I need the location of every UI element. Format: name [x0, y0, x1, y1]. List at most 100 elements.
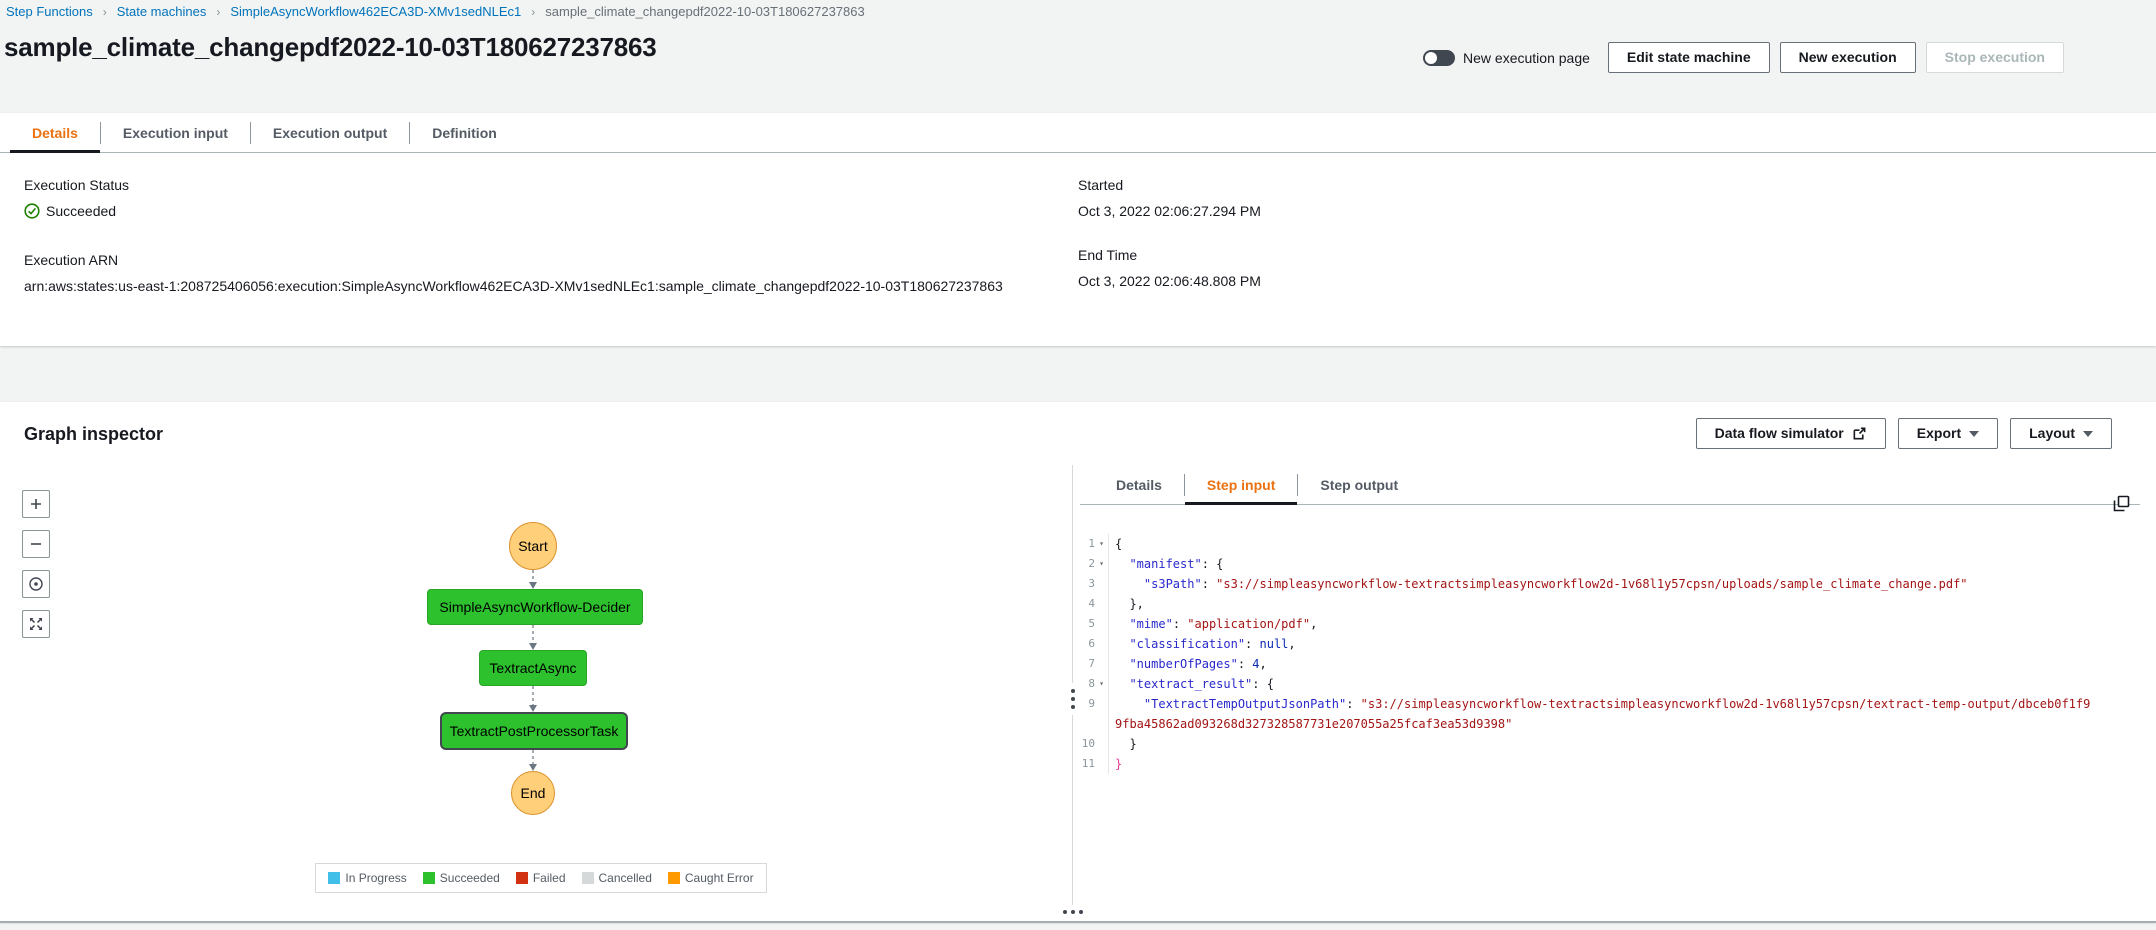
- execution-tabbar: Details Execution input Execution output De…: [0, 113, 2156, 153]
- panel-resize-handle[interactable]: [1066, 683, 1080, 715]
- external-link-icon: [1853, 427, 1866, 440]
- zoom-out-button[interactable]: [22, 530, 50, 558]
- execution-tab-definition[interactable]: Definition: [432, 124, 497, 141]
- line-number: 4: [1088, 597, 1095, 610]
- data-flow-simulator-button[interactable]: Data flow simulator: [1695, 418, 1886, 449]
- code-line: 9 "TextractTempOutputJsonPath": "s3://si…: [1080, 694, 2156, 734]
- execution-tab-details[interactable]: Details: [10, 113, 100, 153]
- zoom-in-button[interactable]: [22, 490, 50, 518]
- end-time-value: Oct 3, 2022 02:06:48.808 PM: [1078, 273, 1261, 289]
- fold-toggle-icon[interactable]: ▾: [1099, 559, 1104, 568]
- code-text: "s3Path": "s3://simpleasyncworkflow-text…: [1143, 577, 1968, 591]
- line-number: 2: [1088, 557, 1095, 570]
- json-code: 1 ▾ {2 ▾ "manifest": { 3 "s3Path": "s3://sim…: [1080, 534, 2156, 774]
- breadcrumb-item-step-functions[interactable]: Step Functions: [6, 4, 93, 19]
- code-line: 5 "mime": "application/pdf",: [1080, 614, 2156, 634]
- code-line: 11}: [1080, 754, 2156, 774]
- tab-separator: [1183, 473, 1185, 496]
- export-button[interactable]: Export: [1897, 418, 1999, 449]
- code-text: "mime": "application/pdf",: [1129, 617, 1318, 631]
- center-graph-button[interactable]: [22, 570, 50, 598]
- graph-inspector-buttons: Data flow simulator Export Layout: [1695, 418, 2112, 449]
- started-label: Started: [1078, 177, 1124, 193]
- code-line: 7 "numberOfPages": 4,: [1080, 654, 2156, 674]
- legend-swatch: [422, 872, 435, 884]
- step-tabbar: Details Step input Step output: [1080, 465, 2140, 505]
- line-number: 7: [1088, 657, 1095, 670]
- code-text: "TextractTempOutputJsonPath": "s3://simp…: [1115, 697, 2091, 731]
- code-text: }: [1115, 737, 1137, 751]
- code-text: {: [1115, 537, 1123, 551]
- breadcrumb: Step Functions › State machines › SimpleAsyn…: [6, 4, 865, 19]
- line-number: 8: [1088, 677, 1095, 690]
- fold-toggle-icon[interactable]: ▾: [1099, 679, 1104, 688]
- execution-details-card: Details Execution input Execution output De…: [0, 113, 2156, 346]
- fold-toggle-icon[interactable]: ▾: [1099, 539, 1104, 548]
- workflow-node-simpleasyncworkflow-decider[interactable]: SimpleAsyncWorkflow-Decider: [427, 589, 643, 625]
- execution-tab-execution-output[interactable]: Execution output: [272, 124, 388, 141]
- code-line: 6 "classification": null,: [1080, 634, 2156, 654]
- breadcrumb-separator-icon: ›: [102, 4, 107, 19]
- workflow-arrows: [529, 570, 537, 771]
- line-number: 5: [1088, 617, 1095, 630]
- stop-execution-button: Stop execution: [1925, 42, 2064, 73]
- new-execution-button[interactable]: New execution: [1779, 42, 1916, 73]
- execution-tab-execution-input[interactable]: Execution input: [122, 124, 228, 141]
- graph-inspector-card: Graph inspector Data flow simulator Expo…: [0, 402, 2156, 922]
- breadcrumb-item-state-machines[interactable]: State machines: [116, 4, 207, 19]
- workflow-node-start[interactable]: Start: [509, 522, 557, 570]
- tab-separator: [409, 121, 411, 144]
- header-actions: New execution page Edit state machine Ne…: [1423, 42, 2064, 73]
- started-value: Oct 3, 2022 02:06:27.294 PM: [1078, 203, 1261, 219]
- workflow-node-end[interactable]: End: [511, 771, 555, 815]
- step-input-code-viewer[interactable]: 1 ▾ {2 ▾ "manifest": { 3 "s3Path": "s3://sim…: [1080, 506, 2156, 905]
- code-line: 10 }: [1080, 734, 2156, 754]
- code-text: "classification": null,: [1129, 637, 1296, 651]
- line-number: 3: [1088, 577, 1095, 590]
- workflow-graph-canvas[interactable]: Start SimpleAsyncWorkflow-Decider Textract…: [0, 465, 1066, 905]
- legend-item-failed: Failed: [515, 871, 566, 885]
- page-title: sample_climate_changepdf2022-10-03T18062…: [4, 32, 657, 62]
- execution-details: Execution Status Succeeded Execution ARN…: [0, 153, 2156, 322]
- step-tab-step-input[interactable]: Step input: [1184, 465, 1298, 505]
- workflow-node-textractasync[interactable]: TextractAsync: [479, 650, 587, 686]
- layout-button[interactable]: Layout: [2010, 418, 2112, 449]
- code-line: 2 ▾ "manifest": {: [1080, 554, 2156, 574]
- line-number: 6: [1088, 637, 1095, 650]
- code-text: }: [1115, 757, 1123, 771]
- execution-status-field: Execution Status Succeeded: [24, 177, 1078, 224]
- edit-state-machine-button[interactable]: Edit state machine: [1607, 42, 1770, 73]
- legend-swatch: [515, 872, 528, 884]
- graph-inspector-body: Start SimpleAsyncWorkflow-Decider Textract…: [0, 465, 2156, 905]
- split-panel-resize-handle[interactable]: [1058, 906, 1088, 918]
- execution-arn-value: arn:aws:states:us-east-1:208725406056:ex…: [24, 278, 1003, 294]
- fit-to-view-button[interactable]: [22, 610, 50, 638]
- execution-arn-label: Execution ARN: [24, 252, 119, 268]
- step-tab-step-output[interactable]: Step output: [1320, 476, 1399, 493]
- execution-arn-field: Execution ARN arn:aws:states:us-east-1:2…: [24, 252, 1078, 294]
- breadcrumb-item-simpleasyncworkflow462eca3d-xm[interactable]: SimpleAsyncWorkflow462ECA3D-XMv1sedNLEc1: [230, 4, 522, 19]
- breadcrumb-item-sample-climate-changepdf2022-1: sample_climate_changepdf2022-10-03T18062…: [545, 4, 865, 19]
- end-time-field: End Time Oct 3, 2022 02:06:48.808 PM: [1078, 247, 2156, 289]
- copy-code-button[interactable]: [2113, 495, 2130, 512]
- started-field: Started Oct 3, 2022 02:06:27.294 PM: [1078, 177, 2156, 219]
- legend-item-cancelled: Cancelled: [581, 871, 652, 885]
- code-text: "numberOfPages": 4,: [1129, 657, 1267, 671]
- details-left-column: Execution Status Succeeded Execution ARN…: [24, 177, 1078, 322]
- code-text: },: [1115, 597, 1144, 611]
- graph-zoom-controls: [22, 490, 50, 638]
- workflow-node-textractpostprocessortask[interactable]: TextractPostProcessorTask: [440, 712, 628, 750]
- legend-item-caught-error: Caught Error: [667, 871, 754, 885]
- toggle-switch-icon[interactable]: [1423, 49, 1456, 66]
- line-number: 1: [1088, 537, 1095, 550]
- line-number: 9: [1088, 697, 1095, 710]
- end-time-label: End Time: [1078, 247, 1138, 263]
- new-execution-page-toggle[interactable]: New execution page: [1423, 49, 1590, 66]
- tab-separator: [249, 121, 251, 144]
- chevron-down-icon: [1969, 430, 1980, 437]
- step-tab-details[interactable]: Details: [1116, 476, 1162, 493]
- chevron-down-icon: [2083, 430, 2093, 437]
- code-text: "manifest": {: [1129, 557, 1224, 571]
- details-right-column: Started Oct 3, 2022 02:06:27.294 PM End …: [1078, 177, 2156, 322]
